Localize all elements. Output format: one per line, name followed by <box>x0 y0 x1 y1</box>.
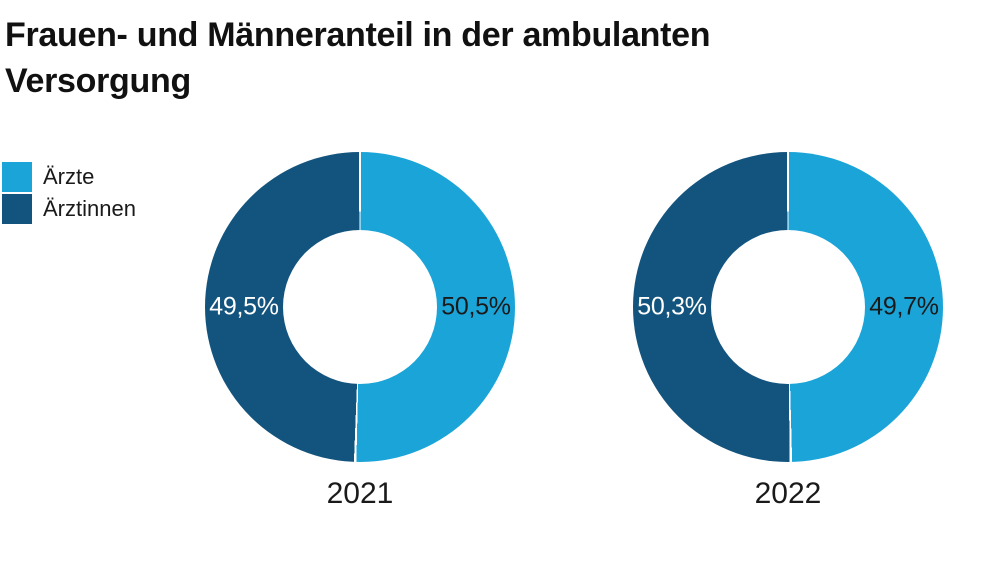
donut-ring-2021: 50,5% 49,5% <box>205 152 515 462</box>
donut-chart-2021: 50,5% 49,5% 2021 <box>205 152 515 511</box>
slice-label-aerzte-2022: 49,7% <box>869 292 939 321</box>
chart-legend: Ärzte Ärztinnen <box>2 162 136 226</box>
legend-label-aerzte: Ärzte <box>43 164 95 189</box>
legend-swatch-aerztinnen <box>2 194 32 224</box>
slice-label-aerztinnen-2021: 49,5% <box>209 292 279 321</box>
legend-label-aerztinnen: Ärztinnen <box>43 196 136 221</box>
donut-chart-2022: 49,7% 50,3% 2022 <box>633 152 943 511</box>
donut-hole <box>283 230 437 384</box>
legend-item-aerztinnen: Ärztinnen <box>2 194 136 224</box>
year-label-2021: 2021 <box>326 477 394 510</box>
legend-swatch-aerzte <box>2 162 32 192</box>
donut-ring-2022: 49,7% 50,3% <box>633 152 943 462</box>
donut-hole <box>711 230 865 384</box>
chart-title: Frauen- und Männeranteil in der ambulant… <box>5 16 711 100</box>
year-label-2022: 2022 <box>754 477 822 510</box>
slice-label-aerztinnen-2022: 50,3% <box>637 292 707 321</box>
slice-label-aerzte-2021: 50,5% <box>441 292 511 321</box>
legend-item-aerzte: Ärzte <box>2 162 136 192</box>
